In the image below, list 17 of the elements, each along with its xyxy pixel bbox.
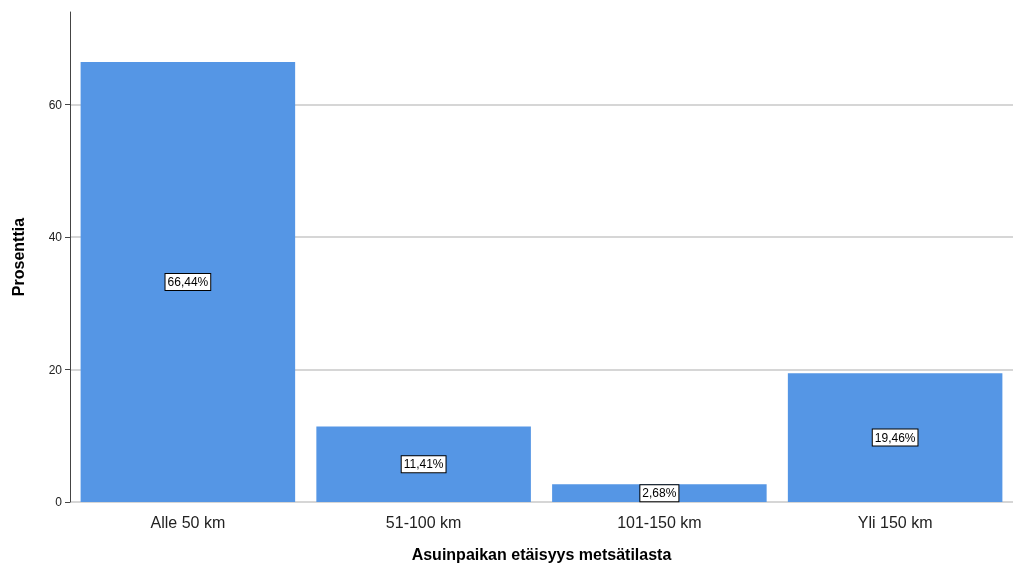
data-label: 66,44% xyxy=(167,275,209,290)
y-tick-label: 0 xyxy=(55,495,63,509)
data-label: 11,41% xyxy=(403,457,444,472)
x-tick-label: Alle 50 km xyxy=(150,513,226,531)
bar xyxy=(316,426,531,502)
x-tick-label: 101-150 km xyxy=(617,513,702,531)
x-tick-label: Yli 150 km xyxy=(857,513,933,531)
y-tick-label: 40 xyxy=(48,230,63,245)
y-tick-label: 20 xyxy=(48,362,63,377)
bar xyxy=(80,62,296,502)
data-label: 19,46% xyxy=(874,430,916,445)
data-label: 2,68% xyxy=(642,486,677,501)
x-tick-label: 51-100 km xyxy=(385,513,462,531)
x-axis-title: Asuinpaikan etäisyys metsätilasta xyxy=(411,545,672,563)
y-axis-title: Prosenttia xyxy=(9,217,27,297)
y-tick-label: 60 xyxy=(48,97,63,112)
bar xyxy=(787,373,1003,502)
